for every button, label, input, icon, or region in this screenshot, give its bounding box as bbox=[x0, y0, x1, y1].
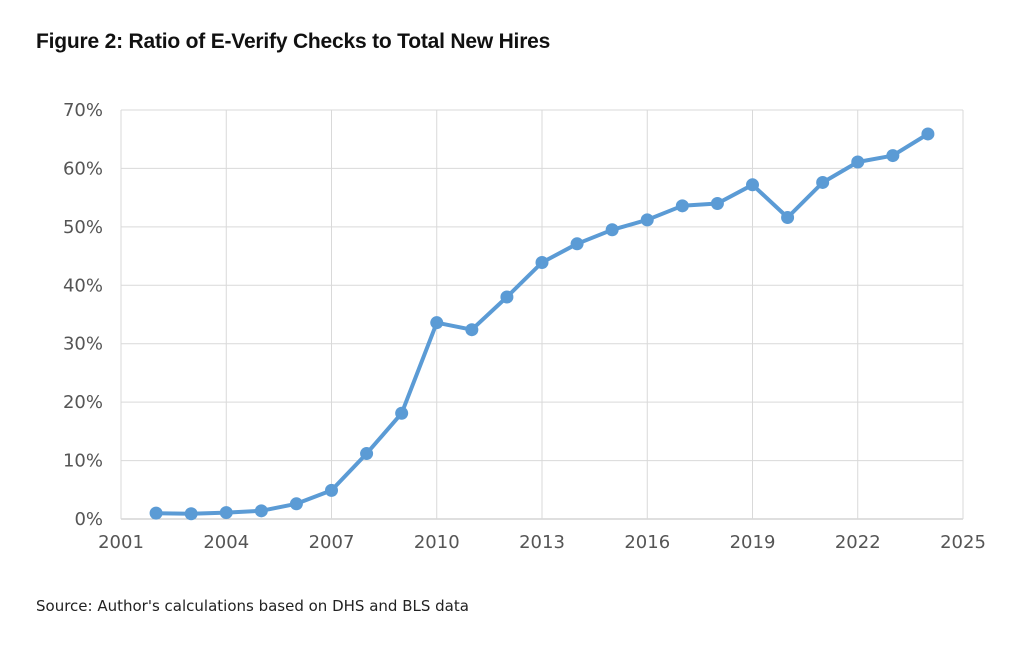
x-tick-label: 2004 bbox=[203, 532, 249, 553]
data-point bbox=[886, 149, 900, 163]
line-chart: 2001 2004 2007 2010 2013 2016 2019 2022 2025 0% 1… bbox=[63, 100, 986, 553]
data-point bbox=[746, 178, 759, 192]
data-point bbox=[325, 483, 338, 497]
plot-grid bbox=[120, 109, 964, 520]
data-point bbox=[535, 255, 549, 269]
x-tick-label: 2007 bbox=[309, 532, 355, 553]
y-tick-label: 40% bbox=[63, 275, 103, 296]
source-note: Source: Author's calculations based on D… bbox=[36, 597, 469, 615]
x-axis-ticks: 2001 2004 2007 2010 2013 2016 2019 2022 2025 bbox=[98, 532, 986, 553]
series-group bbox=[149, 127, 935, 521]
data-point bbox=[430, 316, 444, 330]
y-axis-ticks: 0% 10% 20% 30% 40% 50% 60% 70% bbox=[63, 100, 103, 530]
x-tick-label: 2013 bbox=[519, 532, 565, 553]
data-point bbox=[570, 237, 584, 251]
y-tick-label: 10% bbox=[63, 451, 103, 472]
data-point bbox=[640, 213, 654, 227]
x-tick-label: 2022 bbox=[835, 532, 881, 553]
x-tick-label: 2001 bbox=[98, 532, 144, 553]
data-point bbox=[675, 199, 689, 213]
data-point bbox=[149, 506, 163, 520]
data-point bbox=[219, 506, 233, 520]
data-point bbox=[289, 497, 303, 511]
data-point bbox=[395, 406, 409, 420]
y-tick-label: 0% bbox=[74, 509, 103, 530]
data-point bbox=[851, 155, 865, 169]
x-tick-label: 2025 bbox=[940, 532, 986, 553]
y-tick-label: 20% bbox=[63, 392, 103, 413]
data-point bbox=[184, 507, 198, 521]
figure-title: Figure 2: Ratio of E-Verify Checks to To… bbox=[36, 30, 551, 53]
data-point bbox=[921, 127, 935, 141]
y-tick-label: 70% bbox=[63, 100, 103, 121]
y-tick-label: 50% bbox=[63, 217, 103, 238]
data-point bbox=[605, 223, 619, 237]
x-tick-label: 2010 bbox=[414, 532, 460, 553]
data-point bbox=[360, 447, 374, 461]
data-point bbox=[254, 504, 268, 518]
data-point bbox=[710, 196, 724, 210]
data-point bbox=[465, 323, 479, 337]
data-point bbox=[500, 290, 514, 304]
x-tick-label: 2019 bbox=[730, 532, 776, 553]
data-point bbox=[816, 175, 830, 189]
x-tick-label: 2016 bbox=[624, 532, 670, 553]
data-point bbox=[781, 211, 795, 225]
y-tick-label: 30% bbox=[63, 334, 103, 355]
y-tick-label: 60% bbox=[63, 158, 103, 179]
